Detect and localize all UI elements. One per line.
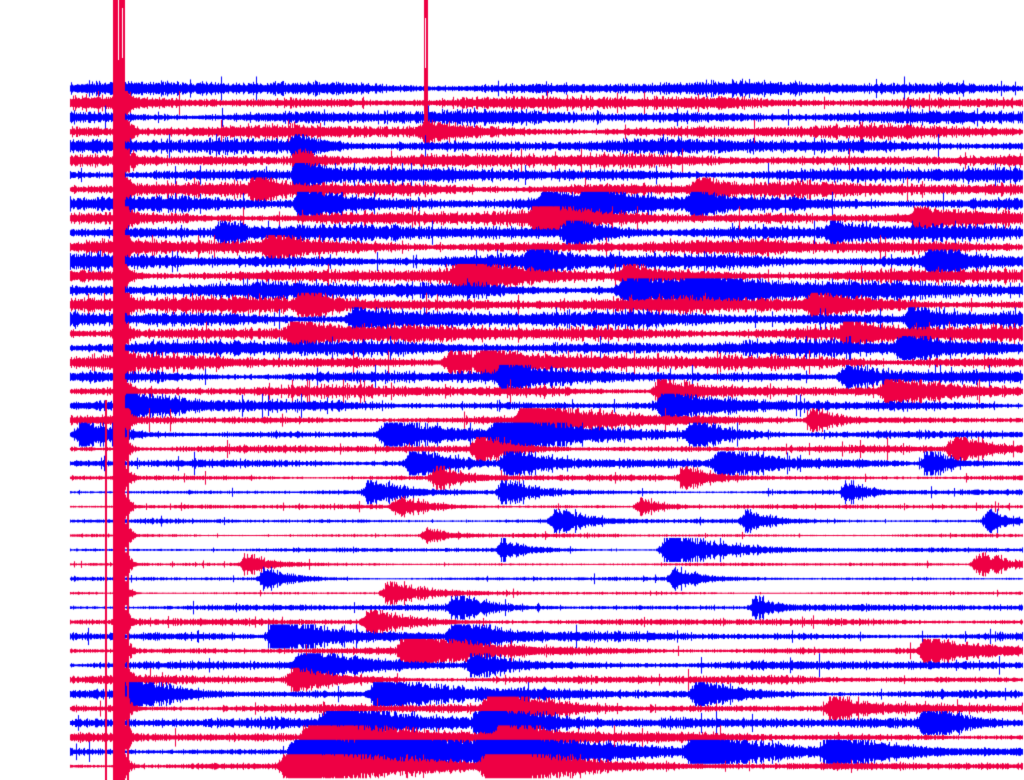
trace-canvas [0, 0, 1024, 780]
helicorder-screenshot: HP Dyros 2009-04-08 Applied filter:WWSSN… [0, 0, 1024, 780]
seismogram-plot [0, 0, 1024, 780]
